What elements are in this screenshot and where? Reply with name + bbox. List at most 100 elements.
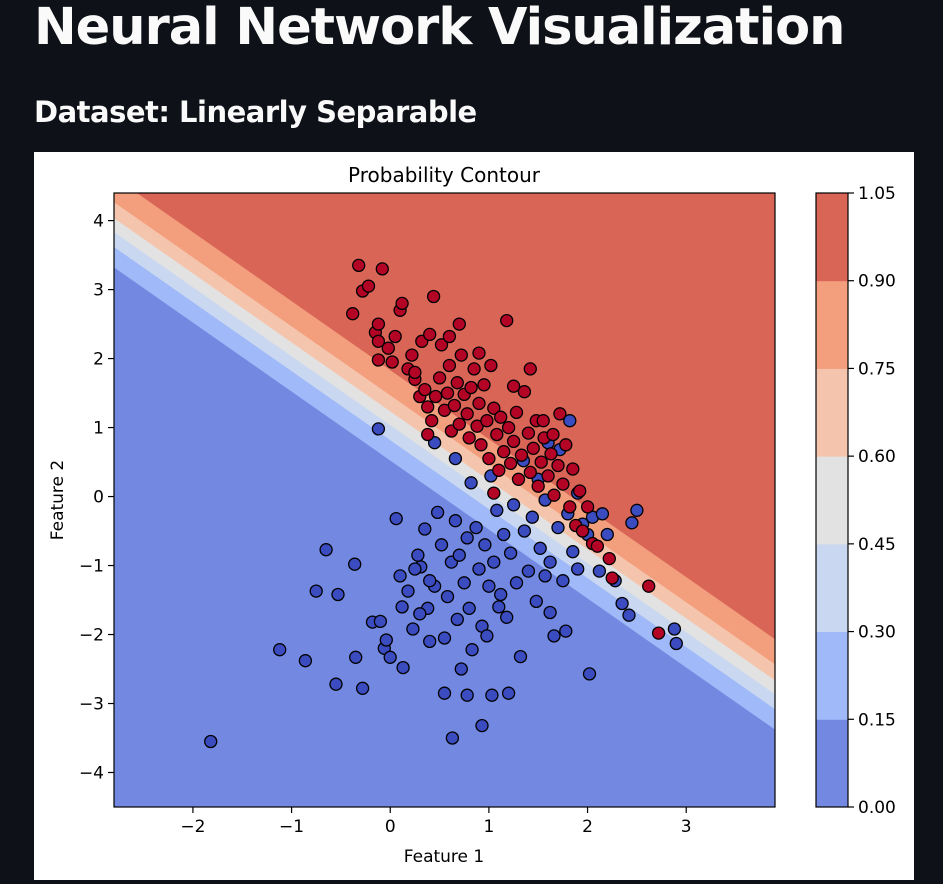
- point-class-0: [525, 510, 539, 524]
- point-class-1: [371, 317, 386, 331]
- point-class-0: [503, 546, 518, 560]
- point-class-1: [352, 258, 366, 273]
- point-class-1: [442, 358, 457, 373]
- point-class-1: [506, 379, 521, 393]
- point-class-0: [355, 681, 370, 695]
- point-class-0: [521, 564, 536, 578]
- point-class-0: [595, 507, 610, 521]
- point-class-1: [541, 469, 555, 483]
- point-class-0: [379, 633, 393, 647]
- point-class-0: [582, 667, 597, 681]
- point-class-0: [592, 564, 607, 578]
- point-class-0: [437, 686, 452, 700]
- point-class-0: [440, 589, 455, 604]
- point-class-1: [559, 438, 573, 452]
- point-class-1: [651, 626, 666, 640]
- x-tick-label: 2: [582, 817, 593, 837]
- point-class-1: [501, 420, 516, 435]
- point-class-1: [503, 456, 518, 471]
- x-tick-label: 1: [483, 817, 494, 837]
- point-class-0: [551, 520, 565, 535]
- point-class-1: [421, 427, 435, 442]
- y-tick-label: 0: [93, 488, 104, 508]
- point-class-1: [517, 385, 532, 399]
- point-class-1: [385, 355, 399, 369]
- point-class-0: [485, 688, 499, 702]
- point-class-0: [430, 505, 445, 520]
- point-class-1: [523, 362, 537, 376]
- point-class-0: [566, 545, 580, 559]
- point-class-1: [418, 382, 432, 397]
- point-class-1: [454, 348, 468, 362]
- point-class-0: [490, 503, 504, 517]
- page-title: Neural Network Visualization: [34, 0, 845, 57]
- point-class-0: [472, 562, 486, 576]
- point-class-1: [523, 465, 537, 480]
- colorbar-band-6: [816, 193, 848, 282]
- point-class-0: [480, 629, 494, 643]
- colorbar-band-3: [816, 456, 848, 545]
- point-class-0: [533, 541, 547, 555]
- point-class-0: [437, 631, 452, 645]
- y-tick-label: −2: [79, 626, 104, 646]
- point-class-0: [500, 610, 514, 624]
- point-class-0: [309, 584, 323, 598]
- point-class-1: [556, 477, 570, 491]
- point-class-1: [536, 414, 550, 428]
- point-class-1: [472, 346, 486, 360]
- point-class-1: [442, 329, 457, 344]
- point-class-0: [600, 527, 614, 542]
- point-class-1: [460, 407, 474, 421]
- point-class-1: [547, 488, 561, 502]
- point-class-1: [497, 445, 511, 459]
- colorbar-band-0: [816, 719, 848, 808]
- colorbar-tick-label: 0.00: [858, 798, 896, 818]
- x-tick-label: −1: [279, 817, 304, 837]
- point-class-0: [401, 584, 415, 598]
- point-class-1: [434, 338, 449, 352]
- y-tick-label: 2: [93, 350, 104, 370]
- colorbar-tick-label: 0.75: [858, 359, 896, 379]
- point-class-1: [642, 579, 656, 593]
- colorbar-tick-label: 0.45: [858, 535, 896, 555]
- point-class-1: [602, 551, 616, 566]
- dataset-heading: Dataset: Linearly Separable: [34, 95, 477, 129]
- point-class-1: [580, 500, 595, 514]
- point-class-1: [425, 414, 439, 428]
- scatter-points: [204, 258, 683, 749]
- point-class-0: [630, 503, 644, 517]
- y-tick-label: −3: [79, 695, 104, 715]
- axes: −2 −1 0 1 2 3 −4 −3 −2 −1 0 1 2 3 4: [79, 212, 692, 837]
- point-class-0: [501, 686, 516, 700]
- y-tick-label: −4: [79, 764, 104, 784]
- point-class-1: [575, 524, 590, 538]
- point-class-1: [371, 353, 386, 367]
- point-class-1: [452, 317, 466, 331]
- point-class-0: [371, 422, 386, 436]
- point-class-1: [509, 405, 524, 420]
- point-class-0: [465, 643, 479, 657]
- point-class-0: [625, 516, 639, 530]
- colorbar-tick-label: 1.05: [858, 184, 896, 204]
- point-class-1: [511, 472, 526, 486]
- point-class-0: [383, 650, 397, 664]
- point-class-0: [487, 555, 501, 569]
- point-class-0: [454, 662, 468, 676]
- y-axis-label: Feature 2: [48, 460, 68, 540]
- point-class-1: [544, 447, 558, 461]
- point-class-1: [474, 438, 488, 452]
- point-class-0: [571, 562, 585, 576]
- point-class-1: [487, 486, 501, 500]
- point-class-1: [590, 539, 605, 553]
- point-class-0: [393, 569, 407, 583]
- point-class-0: [462, 601, 476, 615]
- point-class-0: [543, 605, 557, 620]
- point-class-0: [556, 574, 570, 588]
- point-class-1: [487, 401, 501, 415]
- point-class-1: [408, 365, 422, 380]
- point-class-1: [477, 378, 491, 392]
- point-class-0: [622, 608, 636, 622]
- point-class-0: [497, 527, 511, 542]
- point-class-0: [329, 677, 343, 691]
- point-class-0: [492, 600, 506, 614]
